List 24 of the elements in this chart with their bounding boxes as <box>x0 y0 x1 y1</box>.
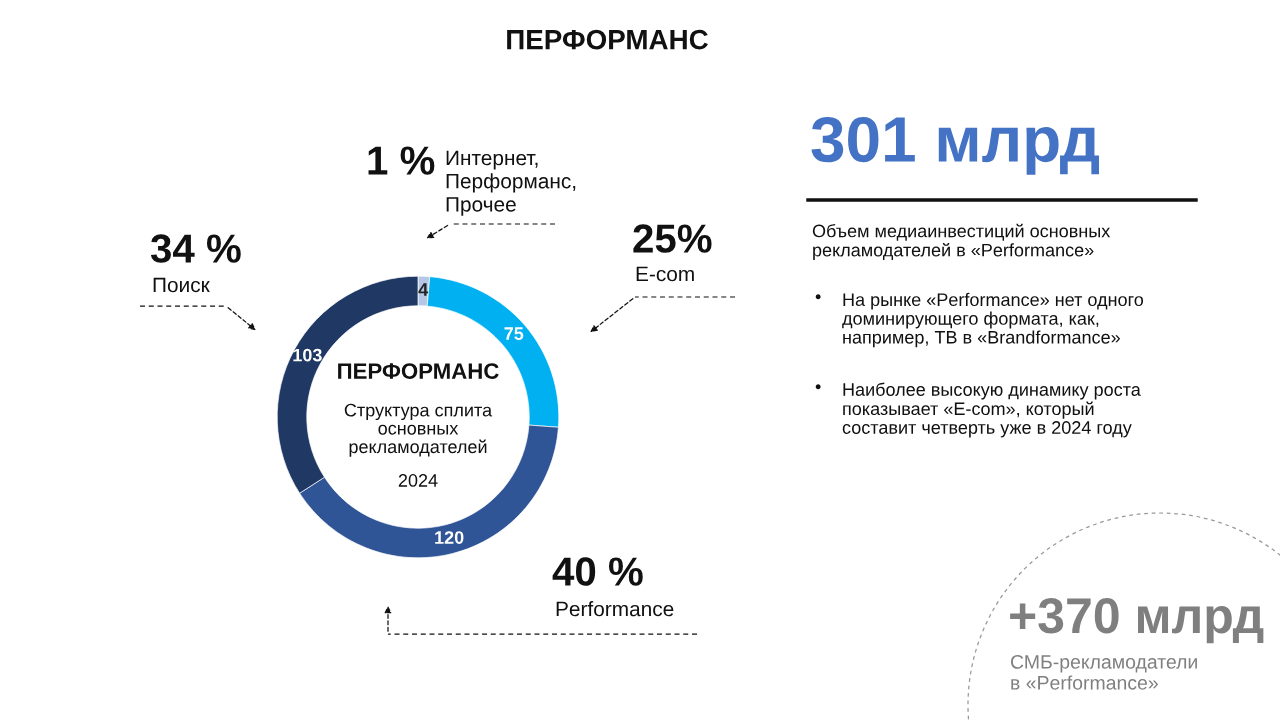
chart-title: ПЕРФОРМАНС <box>507 29 708 50</box>
data-label: 103 <box>293 348 322 362</box>
text: ПЕРФОРМАНС <box>338 363 499 379</box>
text: Наиболее высокую динамику роста показывает «E-com», который составит четверть уже в 2024 году <box>842 382 1141 438</box>
text: 40 % <box>552 557 643 586</box>
text: +370 млрд <box>1010 598 1264 644</box>
text: • <box>815 384 821 390</box>
slice-label: Поиск <box>153 277 210 293</box>
text: 2024 <box>398 474 438 487</box>
slice-label: Интернет, Перформанс, Прочее <box>446 150 576 216</box>
text: 34 % <box>150 234 241 263</box>
slice-label: Performance <box>556 601 674 617</box>
text: • <box>815 294 821 300</box>
data-label: 75 <box>504 327 524 340</box>
text: На рынке «Performance» нет одного доминирующего формата, как, например, ТВ в «Brandformance» <box>842 292 1144 348</box>
data-label: 120 <box>435 531 464 544</box>
text: 301 млрд <box>811 116 1099 175</box>
text: Структура сплита основных рекламодателей <box>344 403 493 457</box>
text: Объем медиаинвестиций основных рекламодателей в «Performance» <box>812 223 1111 261</box>
slice-label: E-com <box>636 266 694 282</box>
text: СМБ-рекламодатели в «Performance» <box>1010 654 1197 690</box>
text: 1 % <box>368 146 435 175</box>
data-label: 4 <box>418 283 429 296</box>
text: 25% <box>633 224 712 253</box>
